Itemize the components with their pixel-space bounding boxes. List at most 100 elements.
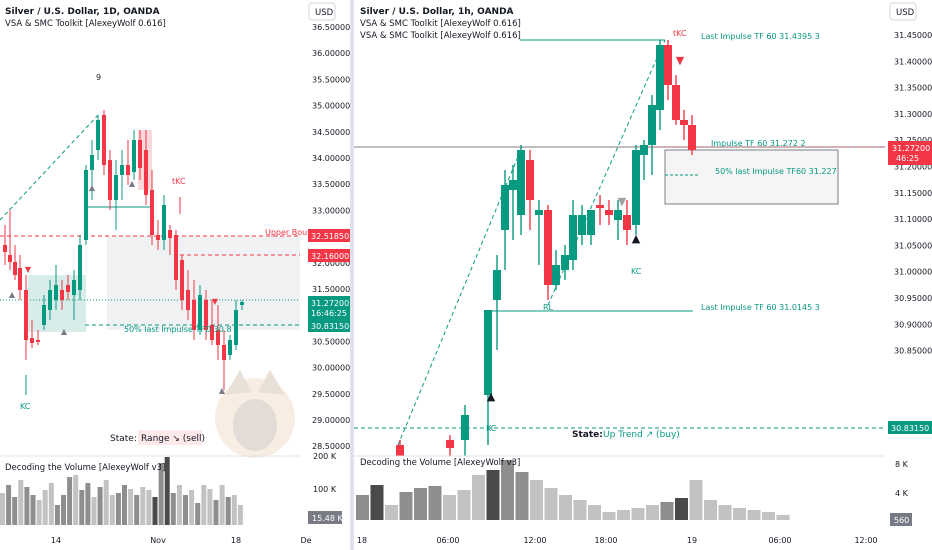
right-volume-bar [472,475,485,520]
left-candle-body [156,235,160,240]
left-label-nine: 9 [96,73,101,82]
left-volume-bar [170,493,176,525]
right-time-axis[interactable]: 18 06:00 12:00 18:00 19 06:00 12:00 [357,536,878,545]
left-badge-fifty [308,319,350,332]
right-price-tick: 31.20000 [894,163,932,172]
left-volume-bar [158,463,164,525]
left-candle-body [60,290,64,300]
right-chart-title: Silver / U.S. Dollar, 1h, OANDA [360,7,514,17]
left-time-axis[interactable]: 14 Nov 18 De [51,536,312,545]
left-candle-body [204,300,208,330]
left-fifty-label: 50% last Impulse TFD 30.8 [124,325,231,334]
right-candle-body [526,160,534,200]
right-volume-bar [573,500,587,520]
left-price-tick: 33.00000 [312,206,350,215]
left-currency-button[interactable] [308,2,336,21]
left-candle-body [54,285,58,300]
left-volume-bar [237,505,243,525]
left-volume-bar [146,490,152,525]
left-volume-bars [0,457,243,525]
right-volume-bar [399,492,413,520]
left-time-tick: 18 [231,536,241,545]
left-volume-bar [231,495,237,525]
right-volume-badge-text: 560 [894,516,909,525]
left-time-tick: De [300,536,311,545]
left-candle-body [180,260,184,300]
left-chart-pane[interactable]: ▲ ▼ ▲ ▲ ▼ ▲ ▲ 36.50000 36.00000 35.50000 35.00000… [0,0,350,550]
left-volume-bar [134,495,140,525]
right-currency-button[interactable] [889,2,917,21]
left-volume-bar [122,485,127,525]
left-volume-bar [140,487,146,525]
left-candle-body [42,305,46,325]
right-volume-bar [414,488,427,520]
left-candle-body [228,340,232,355]
right-candle-body [578,215,586,235]
right-price-tick: 31.15000 [894,189,932,198]
left-upper-bound-label: Upper Bound [265,228,317,237]
right-volume-bar [631,508,645,520]
left-candle-body [84,170,88,240]
left-candle-body [108,160,112,200]
left-volume-bar [109,495,115,525]
left-candle-body [114,175,118,200]
right-candle-body [656,45,664,110]
right-state-label: State: [572,430,603,440]
left-volume-bar [152,497,158,525]
right-volume-bar [718,505,732,520]
left-badge-fifty-text: 30.83150 [311,322,349,331]
right-price-tick: 31.35000 [894,84,932,93]
left-volume-bar [97,487,103,525]
right-indicator-label-1: VSA & SMC Toolkit [AlexeyWolf 0.616] [360,19,521,29]
right-time-tick: 19 [687,536,697,545]
left-candle-body [144,150,148,195]
left-candle-body [90,155,94,170]
left-candles: ▲ ▼ ▲ ▲ ▼ ▲ ▲ [3,110,244,395]
left-volume-bar [73,475,79,525]
right-price-tick: 31.05000 [894,241,932,250]
right-candle-body [446,440,454,448]
right-volume-bar [457,490,471,520]
left-volume-bar [6,485,12,525]
right-label-impulse-low: Last Impulse TF 60 31.0145 3 [701,303,820,312]
right-price-tick: 31.00000 [894,268,932,277]
left-badge-level-text: 32.16000 [311,252,349,261]
signal-marker-icon: ▲ [89,183,96,192]
right-candle-body [672,85,680,120]
left-price-tick: 30.00000 [312,364,350,373]
right-volume-bar [617,510,630,520]
left-price-tick: 30.50000 [312,337,350,346]
right-price-axis[interactable] [885,0,932,550]
right-price-tick: 30.95000 [894,294,932,303]
right-time-tick: 06:00 [436,536,459,545]
left-green-zone [28,275,86,332]
left-vol-tick-2: 100 K [313,485,337,494]
right-chart-pane[interactable]: ▼▲▲▼ 31.4500031.4000031.3500031.3000031.… [354,0,932,550]
right-price-tick: 30.90000 [894,320,932,329]
right-candle-body [544,210,552,285]
right-volume-bar [385,505,398,520]
right-volume-bar [588,505,601,520]
right-candle-body [680,120,688,125]
signal-marker-icon: ▲ [487,390,496,403]
right-candle-body [569,215,577,260]
left-candle-body [48,290,52,310]
right-vol-tick-2: 4 K [895,489,909,498]
left-volume-bar [42,490,48,525]
right-candle-body [501,185,509,230]
right-label-tkc: tKC [673,29,687,38]
left-candle-body [210,325,214,340]
right-candle-body [484,310,492,395]
right-candle-body [535,210,543,215]
left-badge-upper [308,229,350,242]
right-vol-tick-1: 8 K [895,460,909,469]
right-volume-bar [501,460,514,520]
left-price-axis[interactable] [300,0,350,550]
right-state-value: Up Trend ↗ (buy) [603,430,680,440]
left-candle-body [162,205,166,240]
right-volume-bar [689,480,703,520]
pane-divider[interactable] [350,0,354,550]
right-volume-bar [762,512,775,520]
left-volume-bar [219,485,225,525]
